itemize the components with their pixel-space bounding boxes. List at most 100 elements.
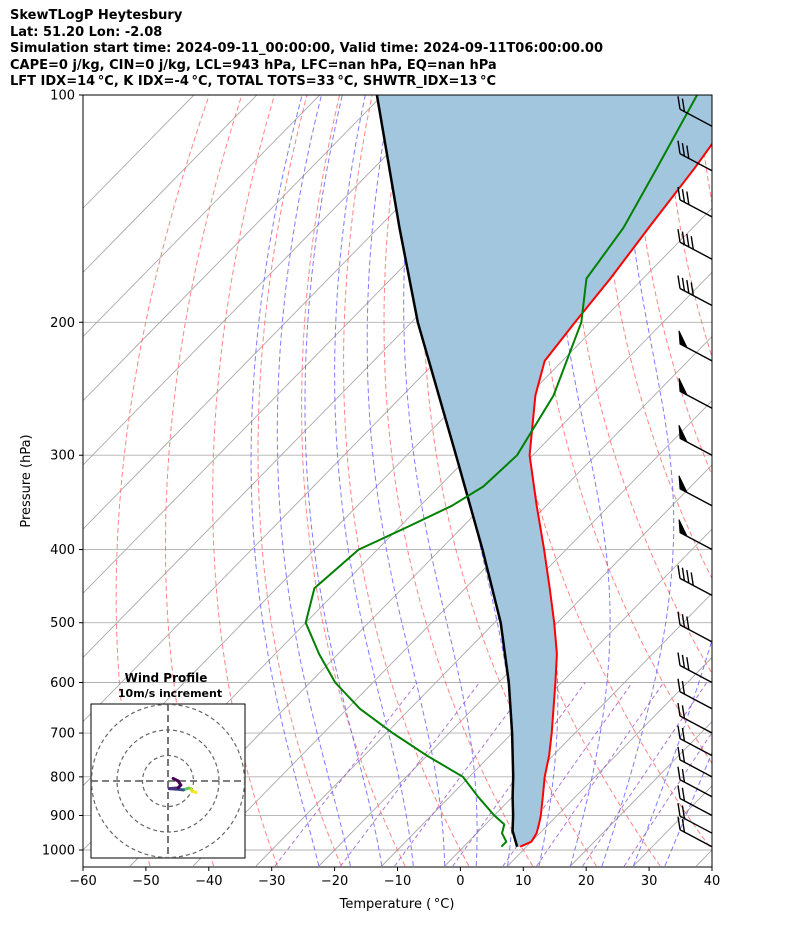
wind-barb-flag bbox=[686, 616, 690, 630]
y-tick-label: 100 bbox=[50, 89, 75, 104]
moist-adiabat bbox=[334, 95, 414, 867]
wind-barb-flag bbox=[686, 145, 690, 159]
wind-barb-flag bbox=[681, 189, 686, 203]
header-times: Simulation start time: 2024-09-11_00:00:… bbox=[10, 41, 603, 56]
wind-barb-flag bbox=[681, 787, 686, 801]
wind-barb-staff bbox=[679, 624, 713, 643]
wind-barb-staff bbox=[679, 153, 713, 172]
inset-title: Wind Profile bbox=[125, 671, 208, 685]
mixing-ratio-line bbox=[582, 682, 708, 867]
isotherm-line bbox=[83, 95, 383, 402]
wind-barb-flag bbox=[681, 231, 686, 245]
inset-plot bbox=[91, 704, 245, 858]
x-tick-label: 10 bbox=[515, 874, 532, 889]
wind-barb-staff bbox=[679, 815, 713, 834]
x-tick-label: −10 bbox=[384, 874, 411, 889]
wind-barb-flag bbox=[690, 572, 694, 586]
mixing-ratio-line bbox=[452, 682, 586, 867]
mixing-ratio-line bbox=[536, 682, 665, 867]
y-tick-label: 200 bbox=[50, 316, 75, 331]
wind-barb-flag bbox=[681, 768, 686, 783]
mixing-ratio-line bbox=[274, 682, 418, 867]
header-location: Lat: 51.20 Lon: -2.08 bbox=[10, 24, 163, 40]
x-tick-label: 0 bbox=[456, 874, 464, 889]
x-tick-label: 30 bbox=[641, 874, 658, 889]
moist-adiabat bbox=[632, 638, 712, 867]
dry-adiabat bbox=[731, 95, 794, 866]
wind-barb-staff bbox=[679, 199, 713, 218]
wind-barb-flag bbox=[681, 749, 686, 763]
moist-adiabat bbox=[403, 95, 478, 867]
y-tick-label: 800 bbox=[50, 770, 75, 785]
dry-adiabat bbox=[165, 95, 243, 867]
chart-header: SkewTLogP Heytesbury Lat: 51.20 Lon: -2.… bbox=[10, 8, 603, 91]
wind-barb-flag bbox=[677, 229, 681, 243]
wind-barb-flag bbox=[677, 565, 681, 579]
mixing-ratio-line bbox=[394, 682, 531, 867]
isotherm-line bbox=[318, 464, 712, 867]
dry-adiabat bbox=[496, 95, 712, 851]
wind-barb-flag bbox=[686, 569, 690, 584]
x-tick-label: −50 bbox=[132, 874, 159, 889]
inset-subtitle: 10m/s increment bbox=[118, 687, 222, 700]
wind-barb-flag bbox=[677, 803, 681, 817]
moist-adiabat bbox=[366, 95, 446, 866]
dry-adiabat bbox=[566, 95, 712, 675]
y-tick-label: 600 bbox=[50, 676, 75, 691]
isotherm-line bbox=[696, 849, 712, 867]
wind-barb-flag bbox=[677, 816, 681, 830]
dry-adiabat bbox=[212, 95, 278, 867]
wind-barb-flag bbox=[677, 725, 681, 739]
y-tick-label: 700 bbox=[50, 727, 75, 742]
wind-barb-staff bbox=[679, 759, 713, 778]
wind-barb-flag bbox=[677, 96, 681, 110]
y-tick-label: 900 bbox=[50, 809, 75, 824]
wind-barb-flag bbox=[681, 818, 686, 833]
x-tick-label: 20 bbox=[578, 874, 595, 889]
wind-barb-flag bbox=[681, 614, 686, 628]
y-tick-label: 1000 bbox=[42, 844, 75, 859]
wind-barb-flag bbox=[677, 785, 681, 799]
isotherm-line bbox=[507, 656, 712, 867]
x-axis-label: Temperature ( °C) bbox=[339, 897, 455, 912]
y-tick-label: 300 bbox=[50, 449, 75, 464]
wind-barb-flag bbox=[686, 280, 690, 294]
wind-barb-flag bbox=[677, 186, 681, 200]
cin-shaded-area bbox=[376, 95, 712, 847]
hodograph-segment bbox=[171, 776, 180, 783]
header-index-line: LFT IDX=14 °C, K IDX=-4 °C, TOTAL TOTS=3… bbox=[10, 74, 497, 89]
wind-barb-flag bbox=[681, 143, 686, 157]
isotherm-line bbox=[192, 335, 712, 867]
x-tick-label: −30 bbox=[258, 874, 285, 889]
dry-adiabat bbox=[599, 95, 712, 580]
moist-adiabat bbox=[664, 751, 712, 867]
dry-adiabat bbox=[763, 95, 794, 866]
mixing-ratio-line bbox=[623, 731, 712, 867]
plot-area bbox=[83, 95, 794, 867]
isotherm-line bbox=[255, 400, 712, 867]
dry-adiabat bbox=[301, 95, 406, 867]
dry-adiabat bbox=[664, 95, 712, 359]
wind-barb-staff bbox=[679, 829, 713, 848]
wind-barb-flag bbox=[681, 727, 686, 742]
wind-barb-flag bbox=[681, 654, 686, 668]
y-axis-label: Pressure (hPa) bbox=[19, 434, 34, 527]
wind-barb-flag bbox=[686, 233, 690, 247]
wind-barb-flag bbox=[686, 191, 690, 205]
wind-barb-staff bbox=[679, 664, 713, 684]
moist-adiabat bbox=[551, 95, 611, 867]
y-tick-label: 500 bbox=[50, 616, 75, 631]
wind-barbs bbox=[677, 96, 713, 848]
axis-ticks: −60 −50 −40 −30 −20 −10 0 10 20 30 40 100 200 300 400 5… bbox=[42, 89, 720, 890]
temperature-profile-line bbox=[519, 142, 712, 848]
wind-profile-inset: Wind Profile 10m/s increment bbox=[90, 671, 246, 859]
wind-barb-pennant bbox=[678, 378, 689, 397]
wind-barb-flag bbox=[677, 746, 681, 760]
header-title: SkewTLogP Heytesbury bbox=[10, 8, 183, 23]
wind-barb-flag bbox=[681, 805, 686, 819]
wind-barb-staff bbox=[679, 779, 713, 798]
moist-adiabat bbox=[304, 95, 383, 867]
dewpoint-profile-line bbox=[304, 95, 698, 848]
wind-barb-flag bbox=[681, 705, 686, 719]
